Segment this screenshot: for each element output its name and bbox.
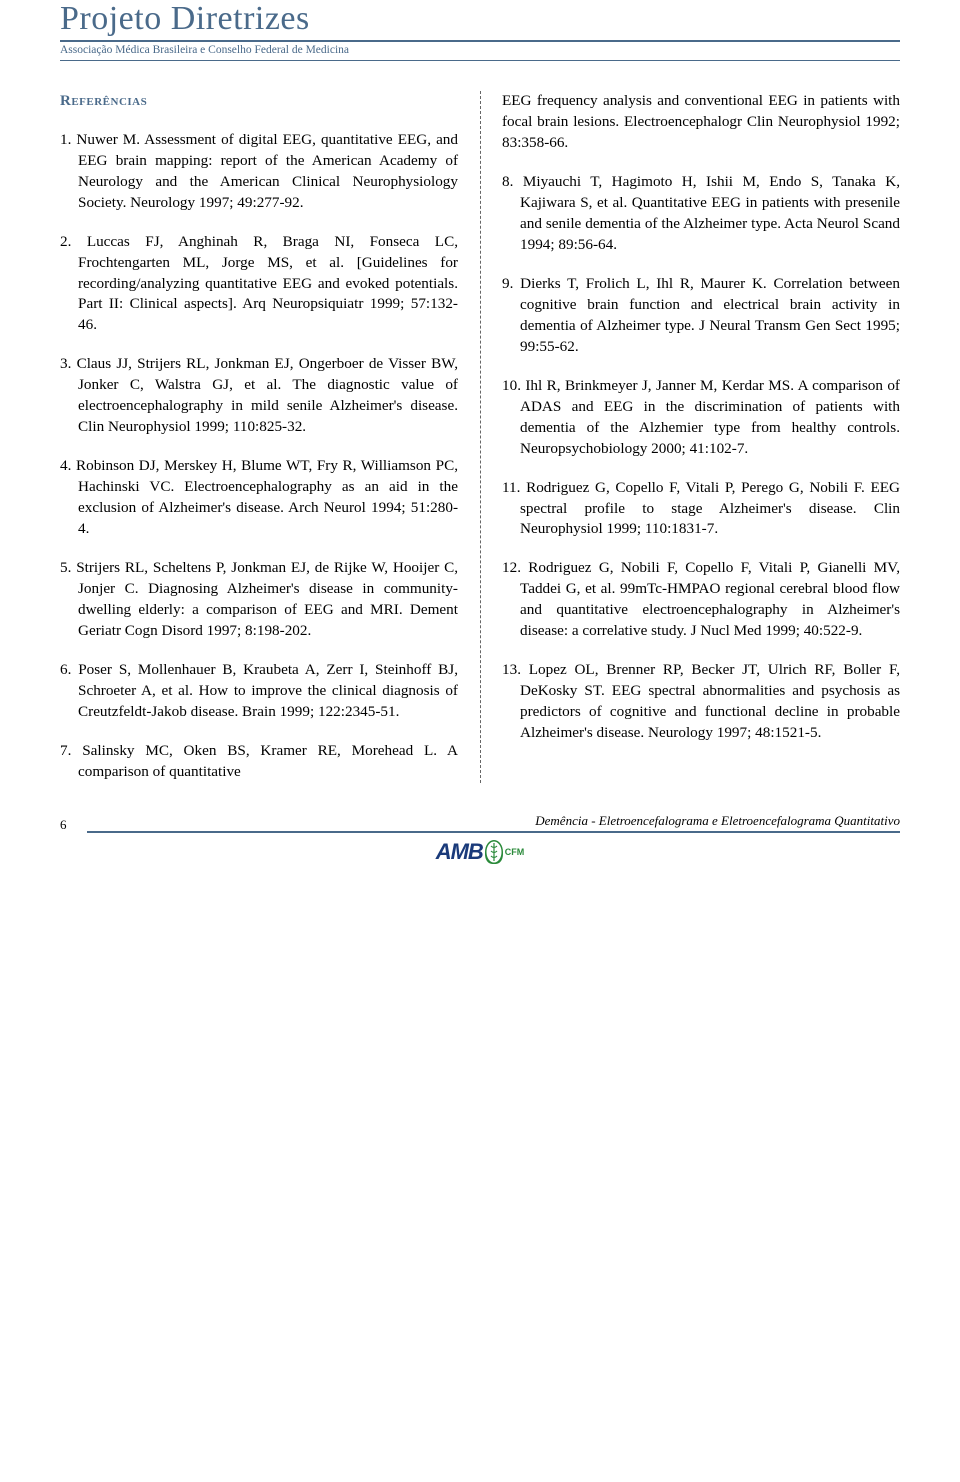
- footer-logo: AMB CFM: [436, 839, 525, 865]
- right-column: EEG frequency analysis and conventional …: [480, 91, 900, 783]
- reference-item: 1. Nuwer M. Assessment of digital EEG, q…: [60, 130, 458, 214]
- section-title-references: Referências: [60, 91, 458, 112]
- reference-item: 10. Ihl R, Brinkmeyer J, Janner M, Kerda…: [502, 376, 900, 460]
- reference-item: 3. Claus JJ, Strijers RL, Jonkman EJ, On…: [60, 354, 458, 438]
- reference-continuation: EEG frequency analysis and conventional …: [502, 91, 900, 154]
- reference-item: 13. Lopez OL, Brenner RP, Becker JT, Ulr…: [502, 660, 900, 744]
- page-header: Projeto Diretrizes Associação Médica Bra…: [60, 0, 900, 61]
- cfm-logo: CFM: [485, 840, 525, 864]
- footer-doc-title: Demência - Eletroencefalograma e Eletroe…: [87, 813, 901, 833]
- page-number: 6: [60, 817, 67, 833]
- medical-caduceus-icon: [485, 840, 503, 864]
- content-columns: Referências 1. Nuwer M. Assessment of di…: [60, 91, 900, 783]
- reference-item: 5. Strijers RL, Scheltens P, Jonkman EJ,…: [60, 558, 458, 642]
- reference-item: 11. Rodriguez G, Copello F, Vitali P, Pe…: [502, 478, 900, 541]
- reference-item: 8. Miyauchi T, Hagimoto H, Ishii M, Endo…: [502, 172, 900, 256]
- footer-logo-wrap: AMB CFM: [60, 839, 900, 865]
- caduceus-svg: [485, 840, 503, 864]
- reference-item: 12. Rodriguez G, Nobili F, Copello F, Vi…: [502, 558, 900, 642]
- brand-title: Projeto Diretrizes: [60, 0, 900, 42]
- amb-logo-text: AMB: [436, 839, 483, 865]
- page-footer: 6 Demência - Eletroencefalograma e Eletr…: [60, 813, 900, 833]
- brand-subtitle: Associação Médica Brasileira e Conselho …: [60, 44, 900, 56]
- reference-item: 4. Robinson DJ, Merskey H, Blume WT, Fry…: [60, 456, 458, 540]
- page: Projeto Diretrizes Associação Médica Bra…: [0, 0, 960, 905]
- reference-item: 7. Salinsky MC, Oken BS, Kramer RE, More…: [60, 741, 458, 783]
- cfm-logo-text: CFM: [505, 848, 525, 856]
- column-divider: [480, 91, 481, 783]
- left-column: Referências 1. Nuwer M. Assessment of di…: [60, 91, 480, 783]
- reference-item: 2. Luccas FJ, Anghinah R, Braga NI, Fons…: [60, 232, 458, 337]
- reference-item: 6. Poser S, Mollenhauer B, Kraubeta A, Z…: [60, 660, 458, 723]
- reference-item: 9. Dierks T, Frolich L, Ihl R, Maurer K.…: [502, 274, 900, 358]
